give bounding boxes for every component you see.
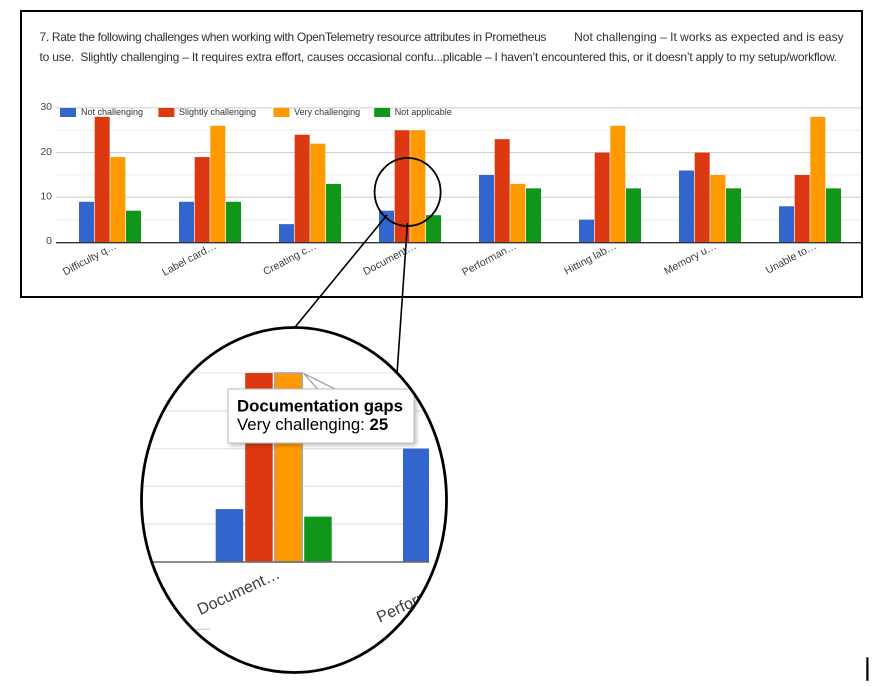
svg-text:30: 30 [40, 101, 52, 113]
svg-text:Documentation gaps: Documentation gaps [237, 397, 403, 416]
svg-text:10: 10 [40, 191, 52, 203]
svg-text:0: 0 [46, 235, 52, 247]
svg-text:Creating c…: Creating c… [261, 240, 318, 278]
svg-text:Memory u…: Memory u… [662, 240, 718, 277]
svg-text:Slightly challenging: Slightly challenging [179, 107, 256, 117]
svg-text:Unable to…: Unable to… [764, 240, 819, 277]
svg-text:Difficulty q…: Difficulty q… [61, 240, 119, 278]
svg-text:Performan…: Performan… [460, 240, 518, 279]
svg-text:Not challenging: Not challenging [81, 107, 143, 117]
svg-text:20: 20 [40, 146, 52, 158]
svg-text:Very challenging: 25: Very challenging: 25 [237, 415, 388, 434]
svg-text:Hitting lab…: Hitting lab… [562, 240, 618, 277]
svg-text:Label card…: Label card… [160, 240, 218, 279]
svg-text:Not applicable: Not applicable [395, 107, 452, 117]
svg-text:Document…: Document… [361, 240, 418, 278]
svg-text:Very challenging: Very challenging [294, 107, 360, 117]
